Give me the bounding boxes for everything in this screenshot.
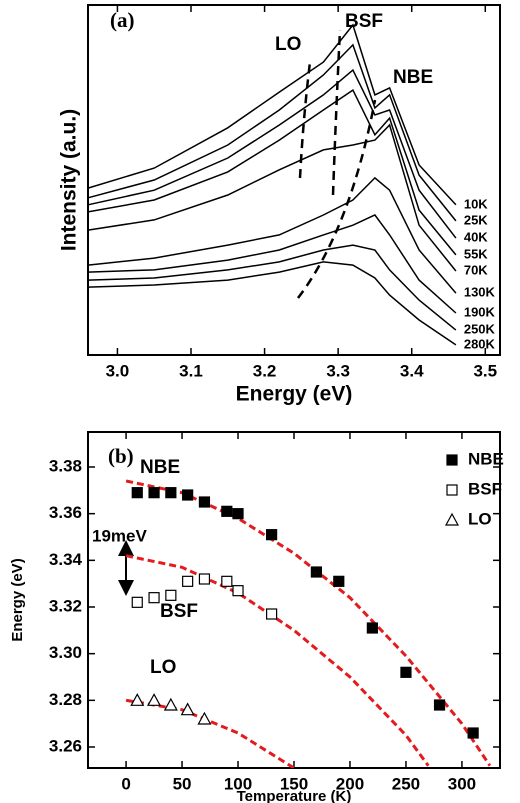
x-tick-label: 3.1: [179, 361, 203, 380]
panel-label: (b): [108, 444, 134, 468]
series-label: 40K: [464, 230, 488, 245]
marker: [182, 489, 194, 501]
marker: [163, 697, 178, 711]
annotation: LO: [150, 657, 176, 678]
marker: [333, 575, 345, 587]
x-tick-label: 3.4: [400, 361, 424, 380]
legend-entry: BSF: [446, 479, 502, 498]
marker: [232, 585, 244, 597]
series-label: 190K: [464, 304, 496, 319]
legend-label: LO: [468, 509, 492, 528]
marker: [266, 608, 278, 620]
legend-label: BSF: [468, 479, 502, 498]
spectrum-line: [87, 88, 457, 256]
marker: [182, 575, 194, 587]
marker: [165, 589, 177, 601]
marker: [433, 699, 446, 711]
y-tick-label: 3.32: [49, 596, 82, 615]
marker: [131, 487, 143, 499]
marker: [148, 487, 160, 499]
y-axis-title: Intensity (a.u.): [58, 109, 81, 251]
plot-area: [125, 479, 492, 768]
y-axis-title: Energy (eV): [9, 558, 26, 641]
series-label: 250K: [464, 322, 496, 337]
x-tick-label: 300: [448, 774, 476, 793]
annotation: 19meV: [92, 526, 147, 545]
spectrum-line: [87, 23, 457, 206]
legend-entry: LO: [444, 509, 492, 528]
x-tick-label: 3.2: [253, 361, 277, 380]
x-tick-label: 50: [173, 774, 192, 793]
y-tick-label: 3.36: [49, 503, 82, 522]
marker: [165, 487, 177, 499]
marker: [467, 727, 479, 739]
legend-marker: [446, 484, 458, 496]
marker: [147, 693, 162, 706]
panel-label: (a): [110, 8, 135, 32]
series-label: 130K: [464, 284, 496, 299]
spectrum-line: [87, 123, 457, 272]
marker: [310, 566, 322, 578]
marker: [221, 505, 233, 517]
x-tick-label: 250: [392, 774, 420, 793]
spectrum-line: [87, 244, 457, 331]
series-label: 10K: [464, 196, 488, 211]
marker: [198, 496, 211, 508]
marker: [221, 575, 233, 587]
spectrum-line: [87, 68, 457, 239]
y-tick-label: 3.28: [49, 690, 82, 709]
axes-frame: [87, 4, 501, 356]
x-tick-label: 200: [336, 774, 364, 793]
fit-curve: [125, 554, 430, 767]
x-axis-title: Energy (eV): [236, 383, 353, 406]
marker: [198, 573, 211, 585]
marker: [232, 508, 244, 520]
annotation: LO: [275, 34, 301, 55]
x-tick-label: 3.0: [106, 361, 130, 380]
series-label: 70K: [464, 262, 488, 277]
annotation: BSF: [160, 601, 198, 622]
fit-curve: [125, 698, 295, 768]
guide-line: [297, 99, 377, 299]
x-tick-label: 150: [280, 774, 308, 793]
annotation: NBE: [140, 457, 180, 478]
marker: [400, 666, 412, 678]
legend-marker: [444, 512, 460, 526]
x-tick-label: 100: [224, 774, 252, 793]
legend-label: NBE: [468, 449, 504, 468]
annotation: NBE: [393, 67, 433, 88]
marker: [366, 622, 378, 634]
y-tick-label: 3.34: [49, 550, 83, 569]
marker: [266, 529, 278, 541]
marker: [180, 702, 195, 716]
x-axis-title: Temperature (K): [237, 788, 352, 803]
x-tick-label: 0: [121, 774, 130, 793]
marker: [130, 693, 145, 706]
series-label: 55K: [464, 246, 488, 261]
series-label: 280K: [464, 336, 496, 351]
spectrum-line: [87, 43, 457, 222]
spectrum-line: [87, 176, 457, 294]
y-tick-label: 3.38: [49, 456, 82, 475]
y-tick-label: 3.30: [49, 643, 82, 662]
guide-line: [331, 29, 342, 196]
x-tick-label: 3.3: [326, 361, 350, 380]
marker: [197, 711, 212, 725]
legend-entry: NBE: [446, 449, 504, 468]
series-label: 25K: [464, 212, 488, 227]
spectrum-line: [87, 214, 457, 314]
marker: [148, 592, 160, 604]
legend-marker: [446, 454, 458, 466]
annotation: BSF: [345, 11, 383, 32]
fit-curve: [125, 479, 492, 767]
y-tick-label: 3.26: [49, 736, 82, 755]
spectrum-line: [87, 261, 457, 346]
marker: [131, 596, 143, 608]
x-tick-label: 3.5: [473, 361, 497, 380]
